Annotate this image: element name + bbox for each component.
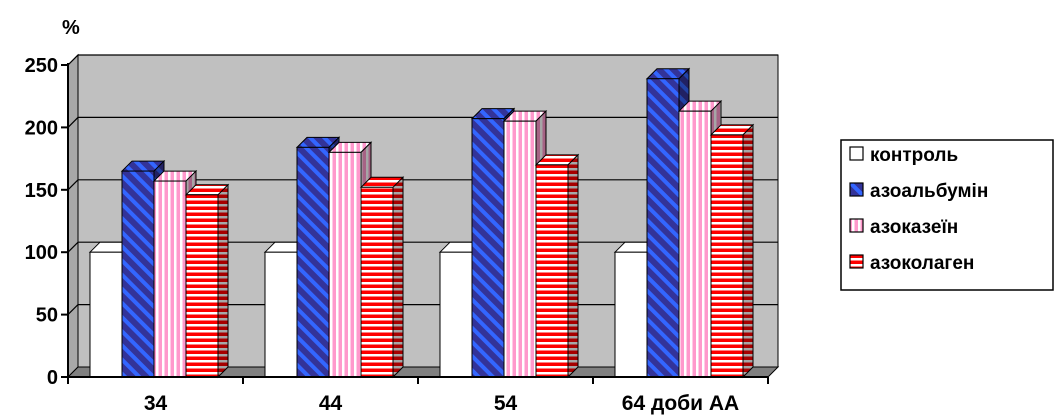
x-tick-label: 54 [494, 392, 518, 415]
bar [184, 183, 230, 379]
bar-front [296, 146, 330, 378]
axes: 0 50 100 150 200 250 34 44 54 64 доби АА [25, 55, 769, 415]
y-tick-label: 50 [36, 305, 58, 327]
y-tick-label: 100 [25, 242, 58, 264]
bar-side-shade [218, 184, 228, 377]
x-tick-label: 44 [319, 392, 343, 415]
y-tick-label: 150 [25, 180, 58, 202]
y-tick-label: 0 [47, 367, 58, 389]
bar-front [471, 118, 505, 378]
bar-front [264, 251, 298, 378]
bar-side-shade [743, 124, 753, 377]
bar-front [678, 110, 712, 378]
y-tick-label: 200 [25, 117, 58, 139]
bar-front [503, 120, 537, 378]
bar-front [185, 194, 219, 378]
y-unit-label: % [62, 17, 80, 39]
bar-front [439, 251, 473, 378]
bar-front [89, 251, 123, 378]
bar-side-shade [568, 154, 578, 377]
bar-front [328, 151, 362, 378]
legend-label-azoalbumin: азоальбумін [870, 181, 988, 202]
bar-front [646, 78, 680, 378]
y-tick-label: 250 [25, 55, 58, 77]
legend-label-azocollagen: азоколаген [870, 253, 974, 274]
legend-swatch-azoalbumin [849, 182, 864, 197]
legend-label-control: контроль [870, 145, 958, 166]
legend-label-azocasein: азоказеїн [870, 217, 958, 238]
legend-swatch-control [849, 146, 864, 161]
legend-swatch-azocasein [849, 218, 864, 233]
bar-front [121, 170, 155, 378]
bar [534, 153, 580, 379]
legend: контроль азоальбумін азоказеїн азоколаге… [840, 139, 1054, 291]
gridline [67, 54, 778, 66]
bar-front [153, 180, 187, 378]
bar-front [360, 186, 394, 378]
bar [709, 123, 755, 379]
x-tick-label: 34 [144, 392, 168, 415]
bar-front [710, 134, 744, 378]
bar-front [535, 164, 569, 378]
bar-side-shade [393, 177, 403, 377]
legend-box [840, 139, 1054, 291]
x-tick-label: 64 доби АА [622, 392, 739, 415]
plot-side-wall [67, 53, 79, 379]
bar [359, 176, 405, 379]
bar-front [614, 251, 648, 378]
bars [88, 67, 755, 379]
legend-swatch-azocollagen [849, 254, 864, 269]
